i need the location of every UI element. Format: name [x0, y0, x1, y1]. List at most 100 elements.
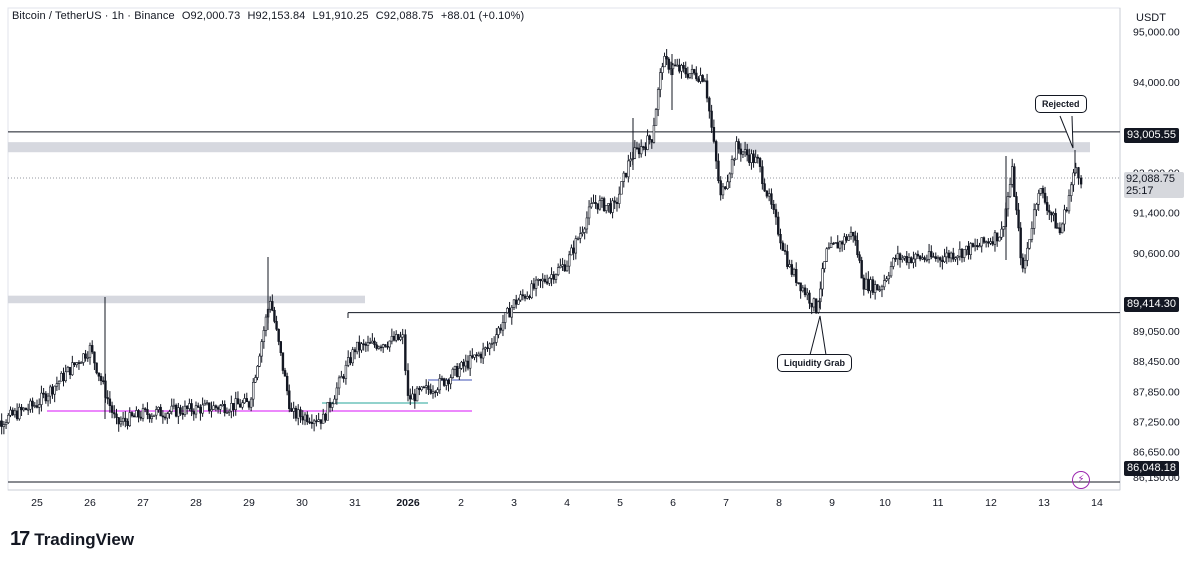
candle-body — [234, 398, 237, 411]
candle-body — [654, 109, 658, 126]
candle-body — [559, 265, 562, 268]
candle-body — [772, 204, 775, 210]
candle-body — [1023, 260, 1027, 269]
candle — [205, 400, 209, 406]
candle — [845, 234, 848, 243]
candle-body — [823, 261, 826, 269]
candle — [945, 246, 948, 264]
candle-body — [829, 243, 833, 248]
candle-body — [155, 409, 158, 416]
candle — [673, 59, 677, 67]
candle-body — [1077, 167, 1080, 179]
x-tick-label: 25 — [31, 497, 43, 509]
candle — [119, 416, 123, 428]
candle-body — [1030, 228, 1034, 240]
candle — [273, 306, 276, 324]
candle — [998, 236, 1001, 242]
candle — [232, 403, 235, 417]
candle — [475, 352, 478, 363]
candle-body — [730, 159, 734, 175]
candle — [1000, 221, 1003, 240]
candle — [71, 355, 74, 376]
x-tick-label: 8 — [776, 497, 782, 509]
candle — [590, 197, 593, 209]
candle-body — [208, 402, 211, 412]
candle — [548, 276, 551, 286]
candle-body — [201, 404, 204, 414]
candle-body — [379, 346, 383, 349]
candle-body — [517, 299, 520, 305]
candle-body — [574, 238, 578, 254]
x-tick-label: 11 — [933, 497, 944, 509]
candle-body — [581, 232, 584, 235]
candle-body — [82, 353, 85, 363]
candle-body — [290, 408, 293, 412]
candle-body — [750, 153, 753, 163]
rejected-pointer — [1059, 115, 1074, 149]
candle — [451, 367, 455, 379]
candle — [434, 390, 437, 398]
candle-body — [739, 148, 743, 155]
candle-body — [506, 308, 509, 313]
candle — [436, 387, 439, 396]
candle-body — [473, 354, 476, 358]
candle — [219, 403, 222, 415]
candle — [730, 155, 734, 179]
candle-body — [916, 253, 920, 257]
candle — [190, 399, 193, 417]
candle — [541, 273, 544, 289]
candle-body — [960, 248, 964, 258]
candle — [1037, 189, 1040, 211]
candle-body — [281, 352, 285, 371]
candle — [1063, 204, 1066, 232]
candle — [923, 255, 926, 263]
candle — [579, 226, 582, 244]
candle — [68, 366, 72, 380]
candle — [110, 401, 114, 419]
candle — [73, 362, 76, 367]
legend-high: H92,153.84 — [247, 10, 306, 22]
candle — [965, 245, 968, 256]
candle-body — [277, 328, 280, 342]
candle-body — [20, 406, 23, 411]
candle — [210, 401, 213, 418]
rejected-callout[interactable]: Rejected — [1035, 95, 1087, 113]
candle-body — [648, 135, 651, 140]
candle — [717, 153, 720, 184]
candle — [128, 407, 131, 427]
candle-body — [537, 279, 540, 281]
candle — [827, 242, 831, 250]
candle-body — [77, 362, 81, 364]
candle-body — [99, 375, 103, 382]
candle-body — [460, 361, 463, 369]
candle-body — [484, 347, 487, 350]
candle — [754, 149, 757, 164]
candle — [770, 188, 773, 209]
candle-body — [952, 252, 955, 260]
currency-label[interactable]: USDT — [1136, 12, 1166, 24]
candle-body — [144, 408, 147, 410]
candle — [415, 386, 419, 402]
candle-body — [543, 278, 547, 282]
candle — [710, 104, 713, 134]
candle-body — [319, 419, 323, 424]
candle — [306, 411, 309, 425]
x-tick-label: 3 — [511, 497, 517, 509]
liquidity-grab-callout[interactable]: Liquidity Grab — [777, 354, 853, 372]
candle — [31, 397, 34, 413]
candle — [867, 271, 870, 294]
candle-body — [667, 58, 670, 70]
candle — [75, 361, 78, 368]
symbol-name[interactable]: Bitcoin / TetherUS · 1h · Binance — [12, 10, 175, 22]
candle-body — [1010, 166, 1014, 185]
candle — [442, 377, 446, 387]
candle — [172, 398, 176, 410]
candle-body — [44, 393, 48, 402]
candle-body — [232, 403, 235, 411]
candle — [264, 314, 268, 337]
lightning-icon[interactable]: ⚡ — [1072, 471, 1090, 489]
candle-body — [934, 256, 937, 260]
candle — [212, 401, 215, 410]
candle-body — [188, 403, 191, 409]
